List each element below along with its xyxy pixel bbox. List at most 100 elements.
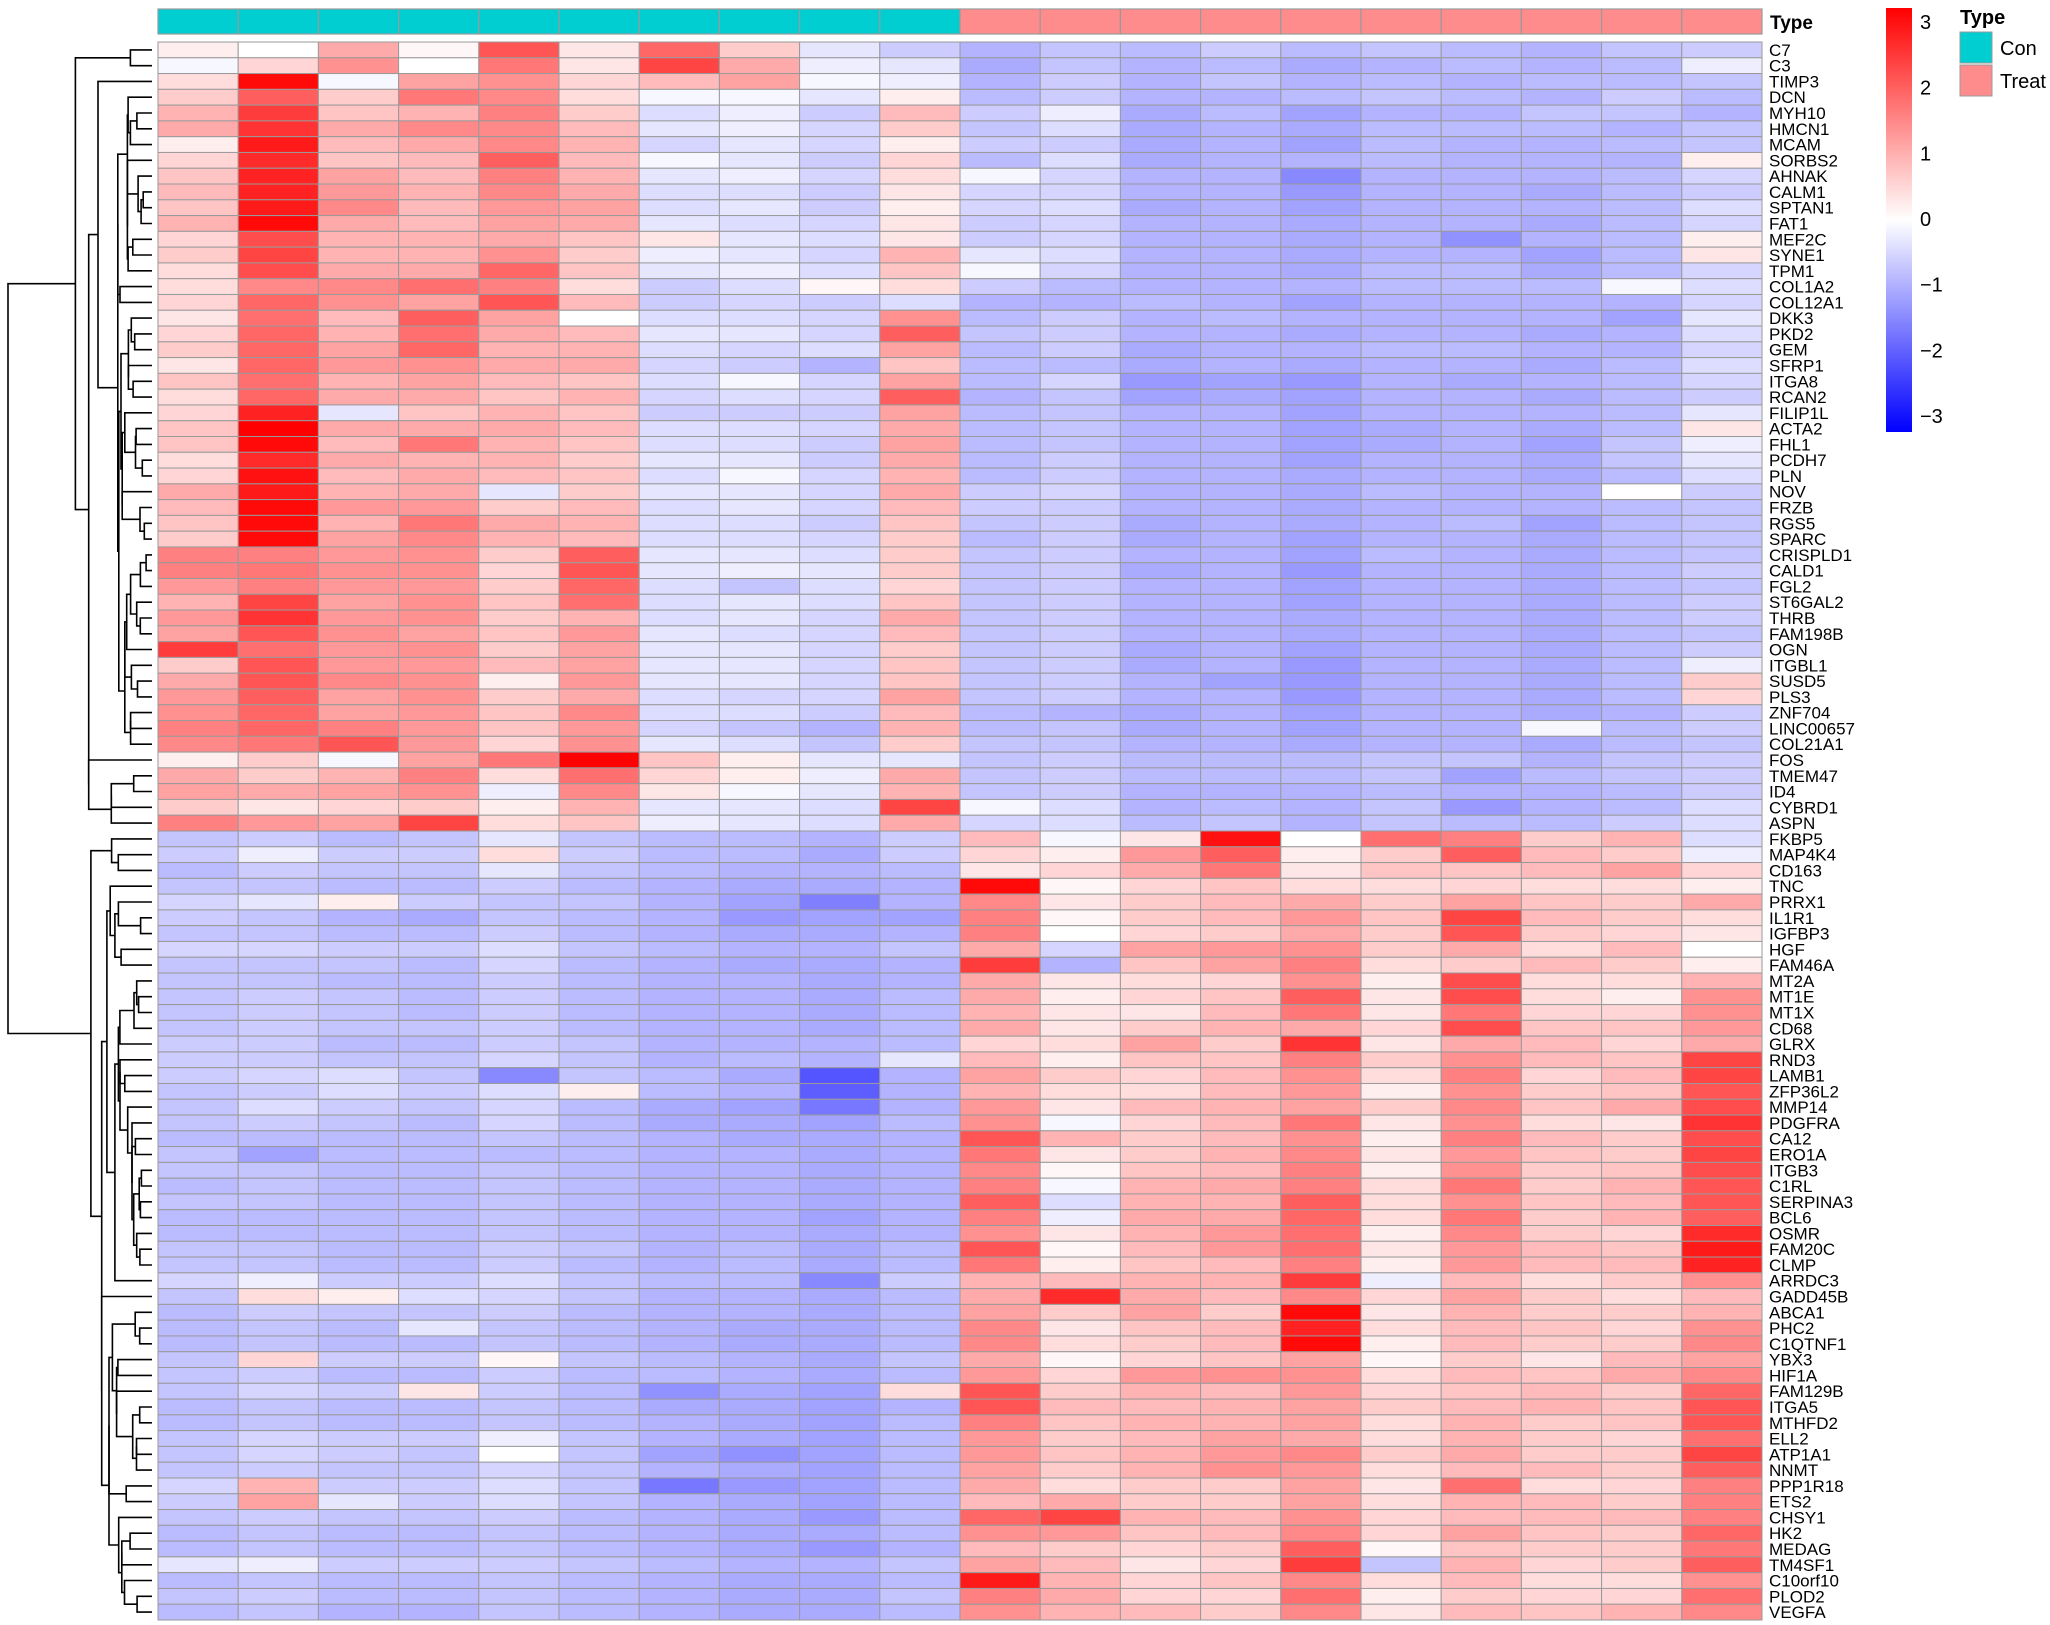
heatmap-cell <box>1200 262 1282 280</box>
heatmap-cell <box>1520 1524 1603 1542</box>
heatmap-cell <box>638 514 720 532</box>
heatmap-cell <box>638 688 720 706</box>
gene-labels: C7C3TIMP3DCNMYH10HMCN1MCAMSORBS2AHNAKCAL… <box>1769 41 1855 1622</box>
heatmap-cell <box>398 183 480 201</box>
heatmap-cell <box>1039 1319 1121 1337</box>
heatmap-cell <box>478 530 560 548</box>
heatmap-cell <box>959 798 1041 816</box>
dendrogram-branch <box>129 573 141 615</box>
heatmap-cell <box>879 862 961 879</box>
heatmap-cell <box>1119 925 1202 942</box>
dendrogram-branch <box>130 664 152 690</box>
heatmap-cell <box>1119 404 1202 422</box>
gene-label: PHC2 <box>1769 1319 1814 1338</box>
heatmap-cell <box>1681 1603 1763 1621</box>
heatmap-cell <box>1520 593 1603 611</box>
heatmap-cell <box>799 1240 881 1258</box>
heatmap-cell <box>1681 1524 1763 1542</box>
heatmap-cell <box>1200 546 1282 564</box>
heatmap-cell <box>478 546 560 564</box>
heatmap-cell <box>478 940 560 958</box>
heatmap-cell <box>1601 41 1683 59</box>
heatmap-cell <box>879 1524 961 1542</box>
heatmap-cell <box>1681 467 1763 485</box>
heatmap-cell <box>1200 357 1282 374</box>
heatmap-cell <box>718 1430 801 1447</box>
heatmap-cell <box>398 1240 480 1258</box>
heatmap-cell <box>718 1319 801 1337</box>
heatmap-cell <box>1119 877 1202 895</box>
heatmap-cell <box>1119 1461 1202 1479</box>
heatmap-cell <box>799 1367 881 1384</box>
heatmap-cell <box>1440 388 1522 406</box>
heatmap-cell <box>1601 1367 1683 1384</box>
heatmap-cell <box>478 1130 560 1148</box>
heatmap-cell <box>558 1367 640 1384</box>
heatmap-cell <box>1440 1051 1522 1069</box>
heatmap-cell <box>1520 41 1603 59</box>
heatmap-cell <box>718 988 801 1006</box>
heatmap-cell <box>959 609 1041 627</box>
heatmap-cell <box>638 293 720 311</box>
heatmap-cell <box>237 1256 319 1274</box>
heatmap-cell <box>638 57 720 75</box>
heatmap-cell <box>718 972 801 990</box>
heatmap-cell <box>1280 1272 1362 1290</box>
heatmap-cell <box>478 104 560 122</box>
heatmap-cell <box>879 1019 961 1037</box>
heatmap-cell <box>1039 341 1121 359</box>
heatmap-cell <box>718 1303 801 1321</box>
heatmap-cell <box>398 1509 480 1526</box>
heatmap-cell <box>1119 1540 1202 1558</box>
heatmap-cell <box>237 467 319 485</box>
heatmap-cell <box>1440 215 1522 232</box>
heatmap-cell <box>1119 104 1202 122</box>
annotation-cell <box>1039 8 1121 35</box>
heatmap-cell <box>638 325 720 343</box>
heatmap-cell <box>1360 1367 1442 1384</box>
heatmap-cell <box>638 1114 720 1132</box>
heatmap-cell <box>478 167 560 185</box>
heatmap-cell <box>1119 704 1202 722</box>
heatmap-cell <box>959 814 1041 832</box>
heatmap-cell <box>1681 341 1763 359</box>
heatmap-cell <box>1601 436 1683 453</box>
heatmap-cell <box>638 151 720 169</box>
heatmap-cell <box>959 1067 1041 1084</box>
heatmap-cell <box>398 372 480 390</box>
heatmap-cell <box>638 1587 720 1605</box>
heatmap-cell <box>879 41 961 59</box>
heatmap-cell <box>1681 862 1763 879</box>
heatmap-cell <box>478 341 560 359</box>
heatmap-cell <box>478 1082 560 1100</box>
heatmap-cell <box>1039 151 1121 169</box>
heatmap-cell <box>1280 1019 1362 1037</box>
heatmap-cell <box>317 1572 400 1589</box>
heatmap-cell <box>237 1556 319 1574</box>
type-legend-swatch <box>1959 64 1993 97</box>
heatmap-cell <box>718 830 801 848</box>
dendrogram-branch <box>129 720 152 745</box>
heatmap-cell <box>799 467 881 485</box>
heatmap-cell <box>879 735 961 753</box>
heatmap-cell <box>799 120 881 138</box>
heatmap-cell <box>1280 1540 1362 1558</box>
heatmap-cell <box>157 1240 239 1258</box>
heatmap-cell <box>1440 1161 1522 1179</box>
heatmap-cell <box>879 1067 961 1084</box>
heatmap-cell <box>959 57 1041 75</box>
heatmap-cell <box>1360 1193 1442 1211</box>
heatmap-cell <box>1280 451 1362 469</box>
heatmap-cell <box>638 1256 720 1274</box>
heatmap-cell <box>478 1382 560 1400</box>
heatmap-cell <box>398 1351 480 1369</box>
heatmap-cell <box>1520 1335 1603 1353</box>
heatmap-cell <box>718 1587 801 1605</box>
heatmap-cell <box>398 41 480 59</box>
heatmap-cell <box>1119 893 1202 911</box>
heatmap-cell <box>317 1303 400 1321</box>
gene-label: CD68 <box>1769 1019 1812 1038</box>
gene-label: FOS <box>1769 751 1804 770</box>
heatmap-cell <box>879 1414 961 1432</box>
heatmap-cell <box>718 1272 801 1290</box>
